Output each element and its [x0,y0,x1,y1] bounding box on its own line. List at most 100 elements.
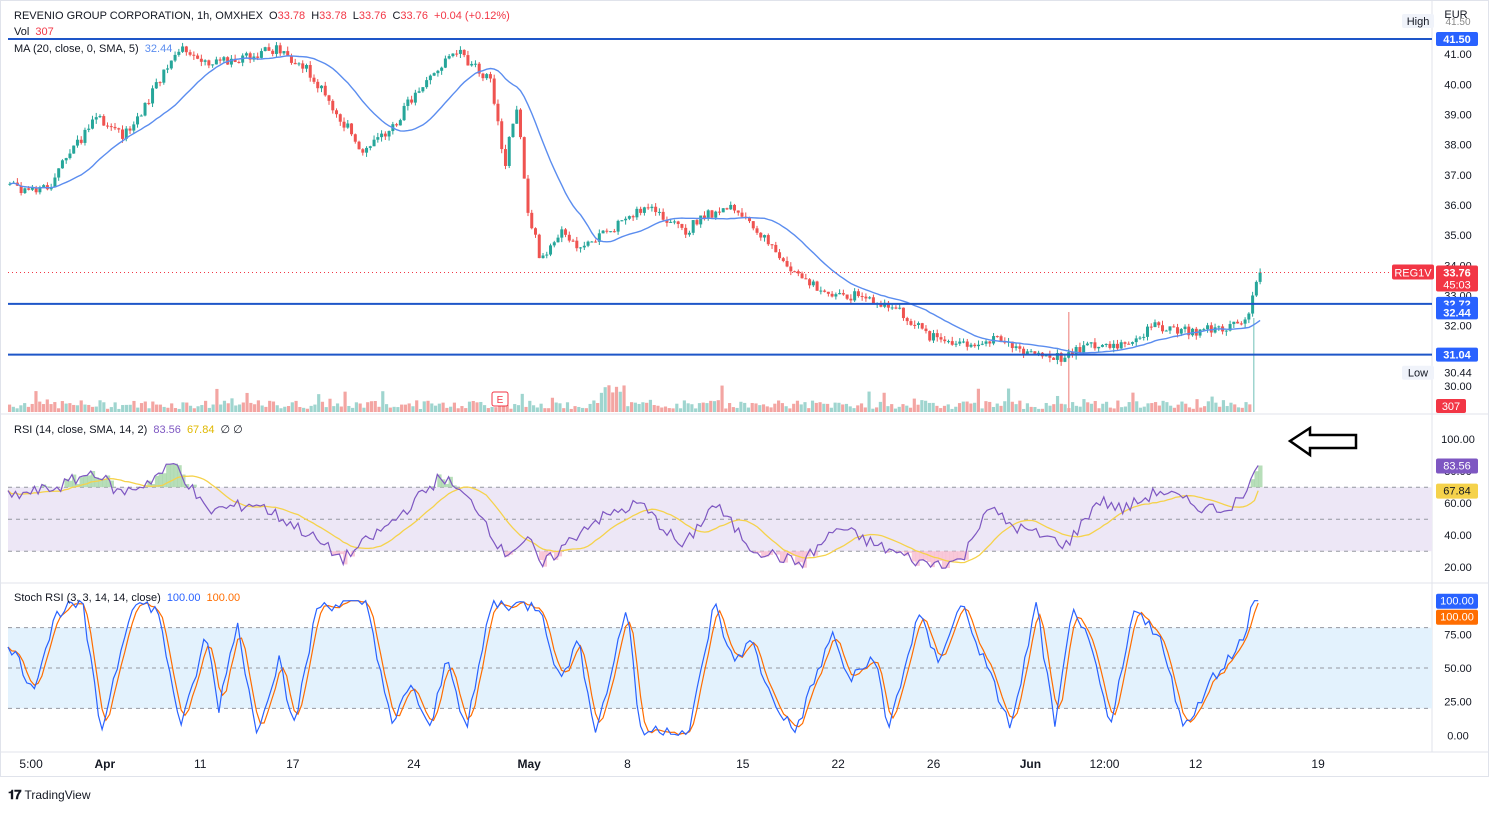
candle-body [192,54,196,56]
candle-body [425,80,429,88]
candle-body [1033,351,1037,354]
candle-body [605,230,609,232]
candle-body [1048,354,1052,358]
rsi-overbought-fill [83,475,88,488]
volume-bar [196,406,200,412]
candle-body [301,63,305,69]
candle-body [143,102,147,116]
stoch-axis-tick: 25.00 [1444,697,1472,709]
candle-body [87,128,91,130]
candle-body [402,105,406,121]
volume-bar [411,406,415,412]
volume-bar [837,402,841,412]
low-badge [1402,365,1434,380]
candle-body [1089,342,1093,344]
volume-bar [916,404,920,412]
candle-body [654,206,658,213]
volume-bar [204,400,208,412]
candle-body [928,331,932,341]
rsi-oversold-fill [885,551,890,553]
annotation-arrow-icon [1287,425,1358,458]
volume-bar [942,405,947,412]
volume-bar [513,404,517,412]
time-axis-label: Jun [1020,757,1041,771]
candle-body [1082,345,1086,354]
time-axis-label: Apr [94,757,115,771]
volume-bar [792,403,796,412]
tradingview-logo[interactable]: 𝟏𝟕 TradingView [8,787,91,803]
candle-body [188,52,192,55]
candle-body [496,103,500,122]
candle-body [372,139,376,147]
candle-body [717,211,721,213]
volume-bar [1097,408,1101,412]
volume-bar [637,403,641,412]
volume-bar [1157,405,1161,412]
price-axis-tick: 41.00 [1444,49,1472,61]
candle-body [939,337,943,340]
volume-bar [188,405,193,412]
candle-body [38,187,42,193]
volume-bar [822,403,826,412]
volume-bar [528,400,532,412]
stoch-k-line [7,599,1259,736]
volume-bar [1101,403,1105,412]
volume-bar [1040,408,1045,412]
volume-bar [773,403,777,412]
volume-bar [927,402,931,412]
candle-body [1168,326,1172,331]
volume-bar [924,400,928,412]
volume-bar [1074,405,1078,412]
ma-legend: MA (20, close, 0, SMA, 5) 32.44 [14,42,175,56]
candle-body [935,333,939,338]
volume-bar [490,406,494,412]
time-axis-label: 12:00 [1089,757,1119,771]
volume-bar [973,402,977,412]
candle-body [222,57,226,61]
candle-body [316,81,320,89]
volume-bar [596,403,600,412]
candle-body [500,121,504,150]
volume-bar [106,408,110,412]
candle-body [121,129,125,139]
volume-bar [950,408,954,412]
rsi-oversold-fill [776,551,781,555]
volume-bar [524,406,528,412]
tradingview-name: TradingView [24,788,91,802]
candle-body [766,235,770,245]
rsi-sma-value-label-text: 67.84 [1443,486,1471,498]
volume-bar [1029,406,1033,412]
volume-bar [415,400,419,412]
candle-body [79,139,83,143]
candle-body [612,231,616,233]
volume-bar [98,400,102,412]
candle-body [1010,341,1014,349]
candle-body [353,134,357,142]
volume-bar [403,404,407,412]
candle-body [871,297,875,305]
volume-bar [222,400,227,412]
candle-body [1138,337,1142,339]
candle-body [680,224,684,228]
candle-body [83,129,87,143]
time-axis-label: 19 [1311,757,1325,771]
stoch-d-value: 100.00 [206,592,241,604]
rsi-overbought-fill [64,478,69,488]
time-axis-label: 12 [1189,757,1203,771]
volume-bar [479,401,483,412]
volume-bar [705,403,709,412]
volume-bar [1142,406,1146,412]
candle-body [901,307,905,319]
rsi-sma-line [7,475,1259,564]
candle-body [398,120,402,126]
candle-body [909,321,913,325]
candle-body [1142,336,1146,338]
volume-bar [68,403,72,412]
open-label: O [269,10,278,22]
volume-bar [1161,400,1165,412]
candle-body [271,50,275,54]
rsi-oversold-fill [908,551,913,553]
volume-bar [155,404,159,412]
rsi-overbought-fill [34,486,39,488]
